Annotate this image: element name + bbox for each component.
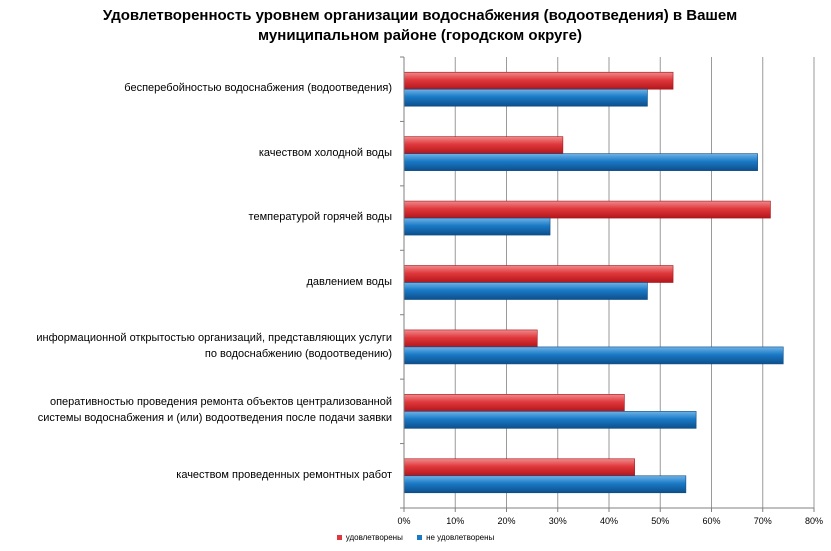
x-tick-label: 60% xyxy=(702,516,720,526)
category-label-line: по водоснабжению (водоотведению) xyxy=(204,347,392,360)
bar-not-satisfied xyxy=(403,153,758,171)
legend-item-not-satisfied: не удовлетворены xyxy=(417,532,494,544)
bar-not-satisfied xyxy=(403,411,697,429)
x-tick-label: 0% xyxy=(397,516,410,526)
category-label: качеством проведенных ремонтных работ xyxy=(0,467,392,483)
category-label-line: качеством холодной воды xyxy=(258,146,392,159)
category-label-line: системы водоснабжения и (или) водоотведе… xyxy=(37,412,392,425)
category-label: качеством холодной воды xyxy=(0,145,392,161)
x-tick-label: 40% xyxy=(600,516,618,526)
category-label: информационной открытостью организаций, … xyxy=(0,330,392,362)
bar-not-satisfied xyxy=(403,217,551,236)
category-label-line: качеством проведенных ремонтных работ xyxy=(176,468,392,481)
category-label-line: бесперебойностью водоснабжения (водоотве… xyxy=(124,82,392,95)
bar-satisfied xyxy=(403,71,674,90)
x-tick-label: 20% xyxy=(497,516,515,526)
bar-satisfied xyxy=(403,200,771,219)
category-label-line: температурой горячей воды xyxy=(248,211,392,224)
chart-title-line-1: Удовлетворенность уровнем организации во… xyxy=(102,7,738,24)
x-tick-label: 30% xyxy=(549,516,567,526)
category-label: давлением воды xyxy=(0,274,392,290)
bar-not-satisfied xyxy=(403,475,687,494)
category-label-line: оперативностью проведения ремонта объект… xyxy=(49,396,392,409)
category-label-line: давлением воды xyxy=(306,275,392,288)
category-label-line: информационной открытостью организаций, … xyxy=(36,331,392,344)
bar-satisfied xyxy=(403,329,538,348)
legend-label-satisfied: удовлетворены xyxy=(345,533,403,542)
x-tick-label: 70% xyxy=(754,516,772,526)
x-tick-label: 10% xyxy=(446,516,464,526)
bar-satisfied xyxy=(403,458,635,477)
category-label: бесперебойностью водоснабжения (водоотве… xyxy=(0,80,392,96)
bar-not-satisfied xyxy=(403,282,648,300)
bar-satisfied xyxy=(403,136,564,154)
axes xyxy=(400,56,815,512)
legend: удовлетворены не удовлетворены xyxy=(0,532,831,544)
x-tick-label: 80% xyxy=(805,516,823,526)
legend-item-satisfied: удовлетворены xyxy=(336,532,403,544)
bar-satisfied xyxy=(403,265,674,283)
legend-swatch-red xyxy=(336,535,342,541)
bar-not-satisfied xyxy=(403,88,648,107)
x-tick-labels: 0% 10% 20% 30% 40% 50% 60% 70% 80% xyxy=(397,516,823,526)
chart-title: Удовлетворенность уровнем организации во… xyxy=(60,6,780,46)
bars xyxy=(403,71,784,494)
legend-swatch-blue xyxy=(417,535,423,541)
category-label: оперативностью проведения ремонта объект… xyxy=(0,394,392,426)
bar-not-satisfied xyxy=(403,346,784,365)
category-label: температурой горячей воды xyxy=(0,209,392,225)
legend-label-not-satisfied: не удовлетворены xyxy=(426,533,495,542)
x-tick-label: 50% xyxy=(651,516,669,526)
bar-satisfied xyxy=(403,394,625,412)
chart-title-line-2: муниципальном районе (городском округе) xyxy=(258,27,582,44)
